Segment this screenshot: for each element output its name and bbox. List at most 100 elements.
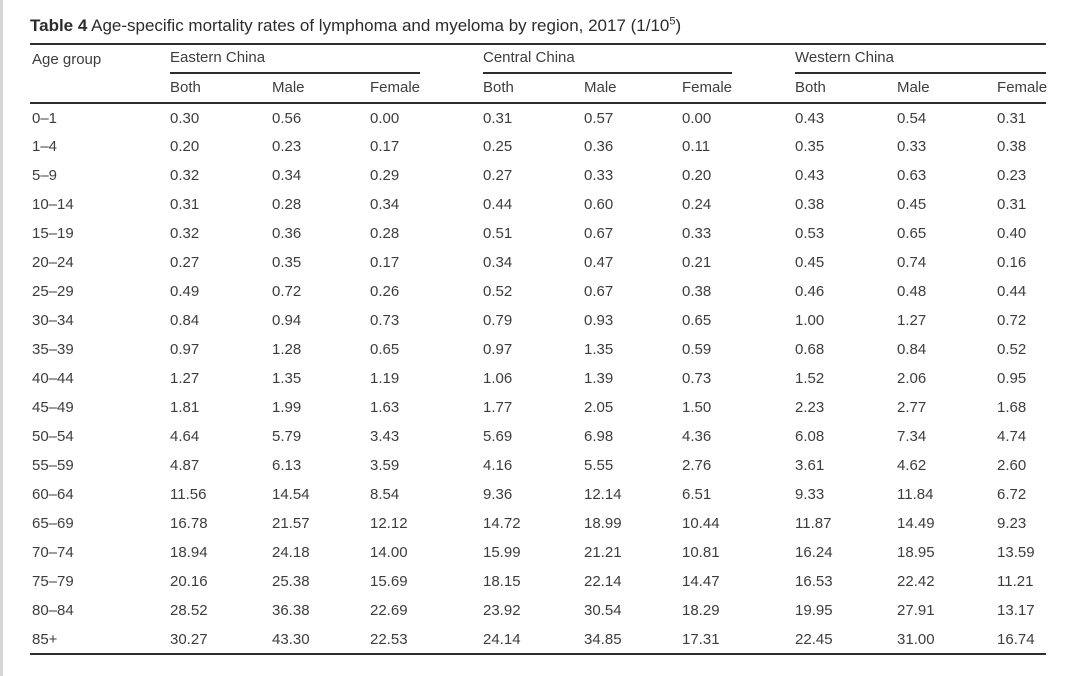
- value-cell: 18.15: [483, 573, 521, 590]
- value-cell: 1.50: [682, 399, 712, 416]
- table-row: 30–34 0.84 0.94 0.73 0.79 0.93 0.65 1.00 1.27 0.7…: [30, 306, 1046, 335]
- value-cell: 0.72: [272, 283, 302, 300]
- subheader-western-female: Female: [997, 74, 1047, 104]
- value-cell: 0.34: [272, 167, 302, 184]
- value-cell: 6.72: [997, 486, 1027, 503]
- value-cell: 0.97: [483, 341, 513, 358]
- age-group-cell: 50–54: [32, 428, 74, 445]
- value-cell: 10.44: [682, 515, 720, 532]
- value-cell: 11.56: [170, 486, 207, 503]
- value-cell: 0.79: [483, 312, 513, 329]
- value-cell: 0.36: [584, 138, 614, 155]
- age-group-cell: 65–69: [32, 515, 74, 532]
- region-header-central: Central China: [483, 44, 795, 74]
- value-cell: 0.34: [483, 254, 513, 271]
- value-cell: 0.32: [170, 225, 200, 242]
- value-cell: 14.47: [682, 573, 720, 590]
- age-group-cell: 20–24: [32, 254, 74, 271]
- value-cell: 0.31: [170, 196, 200, 213]
- value-cell: 27.91: [897, 602, 935, 619]
- value-cell: 0.30: [170, 109, 200, 127]
- subheader-eastern-male: Male: [272, 74, 370, 104]
- value-cell: 0.53: [795, 225, 825, 242]
- value-cell: 0.40: [997, 225, 1027, 242]
- value-cell: 0.32: [170, 167, 200, 184]
- table-row: 85+ 30.27 43.30 22.53 24.14 34.85 17.31 22.45 31…: [30, 625, 1046, 654]
- value-cell: 16.78: [170, 515, 208, 532]
- age-group-cell: 15–19: [32, 225, 74, 242]
- value-cell: 4.62: [897, 457, 927, 474]
- value-cell: 0.21: [682, 254, 712, 271]
- table-label: Table 4: [30, 16, 88, 35]
- age-group-cell: 45–49: [32, 399, 74, 416]
- value-cell: 0.25: [483, 138, 513, 155]
- value-cell: 7.34: [897, 428, 927, 445]
- value-cell: 0.17: [370, 138, 400, 155]
- table-body: 0–1 0.30 0.56 0.00 0.31 0.57 0.00 0.43 0.54 0.31 1…: [30, 103, 1046, 654]
- value-cell: 0.26: [370, 283, 400, 300]
- value-cell: 0.38: [795, 196, 825, 213]
- value-cell: 2.23: [795, 399, 825, 416]
- age-group-cell: 70–74: [32, 544, 74, 561]
- table-row: 55–59 4.87 6.13 3.59 4.16 5.55 2.76 3.61 4.62 2.6…: [30, 451, 1046, 480]
- age-group-cell: 55–59: [32, 457, 74, 474]
- table-row: 50–54 4.64 5.79 3.43 5.69 6.98 4.36 6.08 7.34 4.7…: [30, 422, 1046, 451]
- age-group-cell: 35–39: [32, 341, 74, 358]
- value-cell: 0.57: [584, 109, 614, 127]
- value-cell: 0.73: [682, 370, 712, 387]
- table-row: 45–49 1.81 1.99 1.63 1.77 2.05 1.50 2.23 2.77 1.6…: [30, 393, 1046, 422]
- value-cell: 1.35: [584, 341, 614, 358]
- value-cell: 0.48: [897, 283, 927, 300]
- value-cell: 17.31: [682, 630, 720, 648]
- value-cell: 0.65: [897, 225, 927, 242]
- region-header-row: Age group Eastern China Central China We…: [30, 44, 1047, 104]
- value-cell: 18.29: [682, 602, 720, 619]
- value-cell: 0.20: [682, 167, 712, 184]
- value-cell: 16.53: [795, 573, 833, 590]
- subheader-central-female: Female: [682, 74, 796, 104]
- value-cell: 2.60: [997, 457, 1027, 474]
- value-cell: 0.43: [795, 167, 825, 184]
- value-cell: 4.36: [682, 428, 712, 445]
- age-group-header: Age group: [30, 44, 170, 104]
- value-cell: 34.85: [584, 630, 622, 648]
- table-row: 10–14 0.31 0.28 0.34 0.44 0.60 0.24 0.38 0.45 0.3…: [30, 190, 1046, 219]
- subheader-central-male: Male: [584, 74, 682, 104]
- value-cell: 0.65: [370, 341, 400, 358]
- value-cell: 0.20: [170, 138, 200, 155]
- value-cell: 9.23: [997, 515, 1027, 532]
- value-cell: 1.19: [370, 370, 400, 387]
- value-cell: 6.51: [682, 486, 712, 503]
- value-cell: 0.72: [997, 312, 1027, 329]
- value-cell: 0.28: [370, 225, 400, 242]
- age-group-cell: 80–84: [32, 602, 74, 619]
- value-cell: 23.92: [483, 602, 521, 619]
- value-cell: 9.33: [795, 486, 825, 503]
- value-cell: 16.24: [795, 544, 833, 561]
- value-cell: 0.36: [272, 225, 302, 242]
- value-cell: 0.17: [370, 254, 400, 271]
- value-cell: 22.42: [897, 573, 935, 590]
- value-cell: 2.77: [897, 399, 927, 416]
- value-cell: 0.73: [370, 312, 400, 329]
- table-row: 40–44 1.27 1.35 1.19 1.06 1.39 0.73 1.52 2.06 0.9…: [30, 364, 1046, 393]
- value-cell: 0.59: [682, 341, 712, 358]
- value-cell: 5.79: [272, 428, 302, 445]
- age-group-cell: 40–44: [32, 370, 74, 387]
- value-cell: 0.00: [370, 109, 400, 127]
- value-cell: 22.69: [370, 602, 408, 619]
- value-cell: 0.52: [483, 283, 513, 300]
- value-cell: 1.52: [795, 370, 825, 387]
- age-group-cell: 10–14: [32, 196, 74, 213]
- subheader-row: Both Male Female Both Male Female Both M…: [30, 74, 1047, 104]
- table-row: 70–74 18.94 24.18 14.00 15.99 21.21 10.81 16.24…: [30, 538, 1046, 567]
- value-cell: 13.17: [997, 602, 1035, 619]
- value-cell: 19.95: [795, 602, 833, 619]
- region-label-central: Central China: [483, 49, 733, 74]
- table-caption: Table 4 Age-specific mortality rates of …: [30, 15, 1046, 36]
- value-cell: 3.59: [370, 457, 400, 474]
- value-cell: 10.81: [682, 544, 720, 561]
- value-cell: 18.95: [897, 544, 935, 561]
- value-cell: 0.84: [897, 341, 927, 358]
- value-cell: 0.31: [997, 109, 1027, 127]
